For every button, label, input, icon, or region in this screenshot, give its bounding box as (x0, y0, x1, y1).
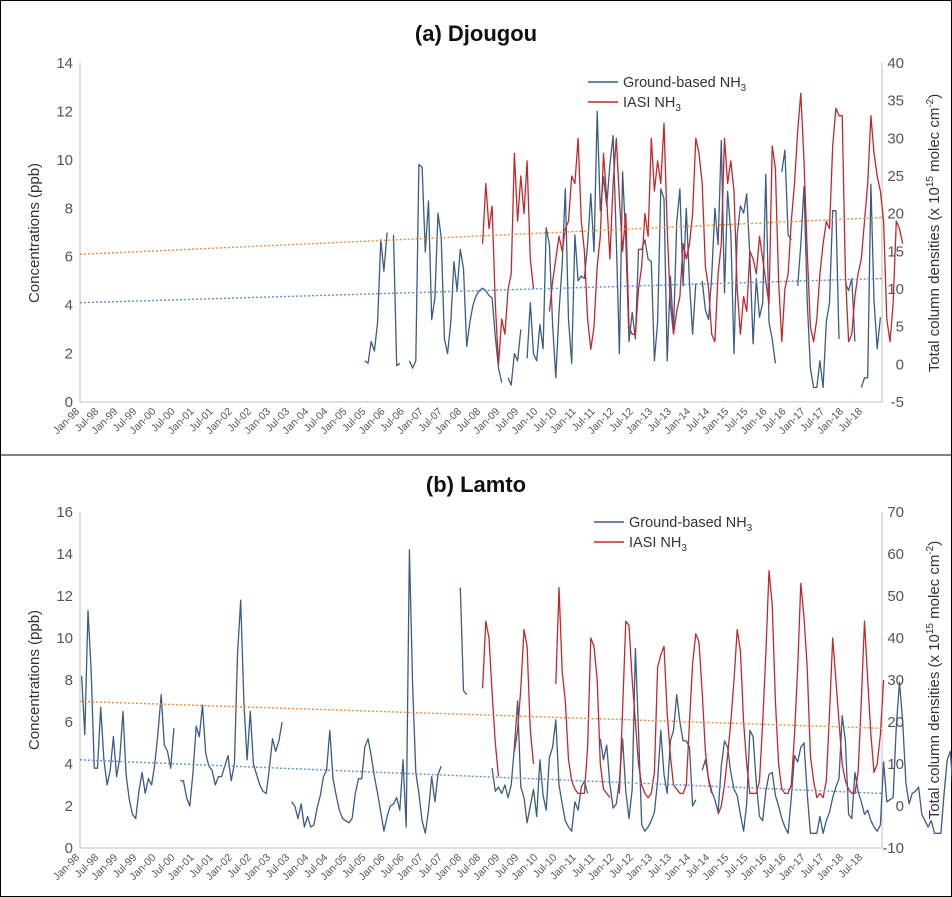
iasi-series-line (548, 92, 904, 350)
y2-tick-label: 10 (887, 281, 904, 298)
panel-title: (a) Djougou (415, 21, 537, 46)
y2-tick-label: -10 (882, 840, 904, 857)
ground-series-line (459, 587, 468, 696)
left-axis-ticks: 0 2 4 6 8 10 12 14 16 (56, 504, 73, 857)
y-tick-label: 8 (65, 672, 73, 689)
ground-series-line (80, 610, 175, 820)
ground-series-line (860, 183, 882, 388)
y2-tick-label: 5 (896, 319, 904, 336)
ground-series-line (291, 549, 442, 834)
y2-tick-label: 20 (887, 714, 904, 731)
y2-axis-label: Total column densities (x 1015 molec cm-… (925, 94, 943, 372)
y-tick-label: 4 (65, 756, 73, 773)
ground-series-line (392, 234, 401, 367)
ground-trend-line (79, 277, 883, 304)
panel-title: (b) Lamto (426, 472, 526, 497)
legend-label-iasi: IASI NH3 (623, 95, 681, 114)
y-tick-label: 0 (65, 394, 73, 411)
ground-series-line (408, 164, 503, 383)
y2-tick-label: 70 (887, 504, 904, 521)
ground-series-line (507, 329, 522, 386)
y2-tick-label: 40 (887, 55, 904, 72)
y-tick-label: 2 (65, 346, 73, 363)
iasi-series-line (618, 620, 713, 799)
ground-series-line (599, 647, 697, 832)
y2-tick-label: -5 (891, 394, 904, 411)
y2-tick-label: 35 (887, 93, 904, 110)
y-tick-label: 12 (56, 588, 73, 605)
y-tick-label: 8 (65, 200, 73, 217)
ground-trend-line (79, 759, 883, 795)
y2-tick-label: 0 (896, 798, 904, 815)
legend-label-iasi: IASI NH3 (629, 535, 687, 554)
ground-series-line (797, 185, 840, 389)
y2-tick-label: 0 (896, 356, 904, 373)
y2-tick-label: 25 (887, 168, 904, 185)
y2-tick-label: 30 (887, 130, 904, 147)
y-tick-label: 6 (65, 249, 73, 266)
legend-label-ground: Ground-based NH3 (629, 515, 753, 534)
y-tick-label: 0 (65, 840, 73, 857)
y2-tick-label: 30 (887, 672, 904, 689)
ground-series-line (781, 149, 792, 241)
legend: Ground-based NH3 IASI NH3 (594, 515, 753, 554)
y-tick-label: 6 (65, 714, 73, 731)
y2-tick-label: 40 (887, 630, 904, 647)
iasi-series-line (513, 628, 535, 765)
legend: Ground-based NH3 IASI NH3 (588, 75, 747, 114)
iasi-trend-line (79, 216, 883, 256)
iasi-series-line (555, 586, 611, 798)
ground-series-line (180, 599, 283, 807)
x-axis-ticks: Jan-98Jul-98Jan-99Jul-99Jan-00Jul-00Jan-… (51, 406, 865, 437)
ground-series-line (526, 110, 697, 379)
legend-label-ground: Ground-based NH3 (623, 75, 747, 94)
left-axis-ticks: 0 2 4 6 8 10 12 14 (56, 55, 73, 411)
y-tick-label: 12 (56, 103, 73, 120)
ground-series-line (701, 139, 777, 364)
iasi-series-line (481, 620, 500, 777)
y-tick-label: 4 (65, 297, 73, 314)
y-tick-label: 2 (65, 798, 73, 815)
y2-tick-label: 50 (887, 588, 904, 605)
y-axis-label: Concentrations (ppb) (26, 163, 43, 303)
y2-axis-label: Total column densities (x 1015 molec cm-… (925, 541, 943, 819)
iasi-series-line (717, 570, 885, 815)
right-axis-ticks: -10 0 10 20 30 40 50 60 70 (882, 504, 904, 857)
panel-lamto: (b) Lamto 0 2 4 6 8 10 12 14 16 -10 0 10 20 30 40 50 60… (26, 472, 952, 883)
y-tick-label: 10 (56, 152, 73, 169)
ground-series-line (491, 700, 589, 832)
y2-tick-label: 10 (887, 756, 904, 773)
plot-area (79, 63, 904, 403)
iasi-trend-line (79, 700, 883, 729)
y2-tick-label: 20 (887, 206, 904, 223)
iasi-series-line (481, 152, 535, 365)
y2-tick-label: 60 (887, 546, 904, 563)
y-tick-label: 14 (56, 55, 73, 72)
y-tick-label: 16 (56, 504, 73, 521)
ground-series-line (364, 232, 388, 364)
y-axis-label: Concentrations (ppb) (26, 610, 43, 750)
plot-area (79, 512, 952, 849)
x-axis-ticks: Jan-98Jul-98Jan-99Jul-99Jan-00Jul-00Jan-… (51, 852, 865, 883)
y-tick-label: 14 (56, 546, 73, 563)
y-tick-label: 10 (56, 630, 73, 647)
ground-series-line (701, 681, 952, 834)
